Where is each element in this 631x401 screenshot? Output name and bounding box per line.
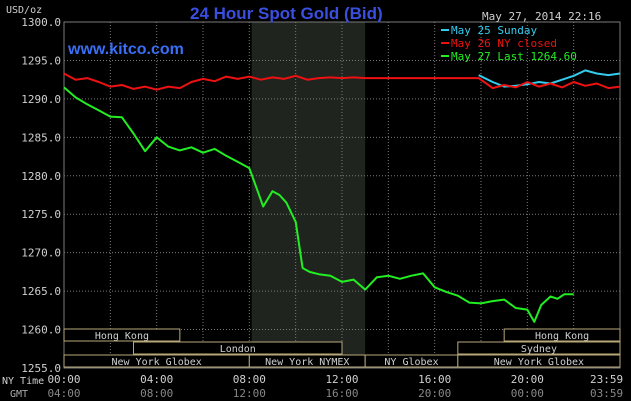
- ny-tick-label-5: 20:00: [511, 373, 544, 386]
- session-box-1: [503, 328, 621, 342]
- session-label-7: New York Globex: [494, 357, 584, 368]
- session-box-2: [133, 341, 343, 355]
- gmt-tick-label-3: 16:00: [325, 387, 358, 400]
- y-tick-label-3: 1270.0: [21, 247, 61, 260]
- market-sessions: Hong Kong Hong Kong London Sydney New York G…: [63, 328, 621, 368]
- session-box-0: [63, 328, 181, 342]
- y-tick-label-8: 1295.0: [21, 54, 61, 67]
- gmt-tick-label-1: 08:00: [140, 387, 173, 400]
- ny-tick-label-6: 23:59: [590, 373, 623, 386]
- y-tick-label-2: 1265.0: [21, 285, 61, 298]
- series-line-1: [63, 72, 621, 91]
- y-tick-label-9: 1300.0: [21, 16, 61, 29]
- ny-tick-label-3: 12:00: [325, 373, 358, 386]
- legend: May 25 Sunday May 26 NY closed May 27 La…: [441, 24, 577, 63]
- gmt-tick-label-0: 04:00: [47, 387, 80, 400]
- ny-tick-label-0: 00:00: [47, 373, 80, 386]
- chart-timestamp: May 27, 2014 22:16: [482, 10, 601, 23]
- gmt-tick-label-6: 03:59: [590, 387, 623, 400]
- session-label-3: Sydney: [521, 344, 557, 355]
- ny-tick-label-4: 16:00: [418, 373, 451, 386]
- session-label-5: New York NYMEX: [265, 357, 349, 368]
- session-label-2: London: [220, 344, 256, 355]
- series-line-2: [63, 86, 574, 323]
- session-box-7: [457, 354, 621, 368]
- gmt-tick-label-5: 00:00: [511, 387, 544, 400]
- gmt-tick-label-2: 12:00: [233, 387, 266, 400]
- x-axis-ticks: 00:00 04:00 08:00 12:00 16:00 20:00 23:5904:00…: [47, 373, 623, 400]
- nymex-highlight-band: [251, 22, 366, 368]
- gmt-tick-label-4: 20:00: [418, 387, 451, 400]
- ny-time-label: NY Time: [2, 376, 44, 387]
- y-axis-unit: USD/oz: [6, 5, 42, 16]
- y-tick-label-0: 1255.0: [21, 362, 61, 375]
- y-axis-ticks: 1255.0 1260.0 1265.0 1270.0 1275.0 1280.0 1285…: [21, 16, 61, 375]
- legend-label-ny-closed: May 26 NY closed: [451, 37, 557, 50]
- legend-label-sunday: May 25 Sunday: [451, 24, 537, 37]
- session-label-6: NY Globex: [384, 357, 438, 368]
- legend-label-last: May 27 Last 1264.60: [451, 50, 577, 63]
- chart-title: 24 Hour Spot Gold (Bid): [190, 4, 383, 23]
- y-tick-label-6: 1285.0: [21, 131, 61, 144]
- session-label-0: Hong Kong: [95, 331, 149, 342]
- y-tick-label-5: 1280.0: [21, 170, 61, 183]
- y-tick-label-1: 1260.0: [21, 324, 61, 337]
- session-label-1: Hong Kong: [535, 331, 589, 342]
- ny-tick-label-1: 04:00: [140, 373, 173, 386]
- y-tick-label-4: 1275.0: [21, 208, 61, 221]
- plot-border: [63, 21, 621, 369]
- y-tick-label-7: 1290.0: [21, 93, 61, 106]
- gmt-label: GMT: [10, 389, 28, 400]
- chart-series: [63, 69, 621, 323]
- session-box-3: [457, 341, 621, 355]
- site-link[interactable]: www.kitco.com: [67, 41, 184, 58]
- session-label-4: New York Globex: [112, 357, 202, 368]
- ny-tick-label-2: 08:00: [233, 373, 266, 386]
